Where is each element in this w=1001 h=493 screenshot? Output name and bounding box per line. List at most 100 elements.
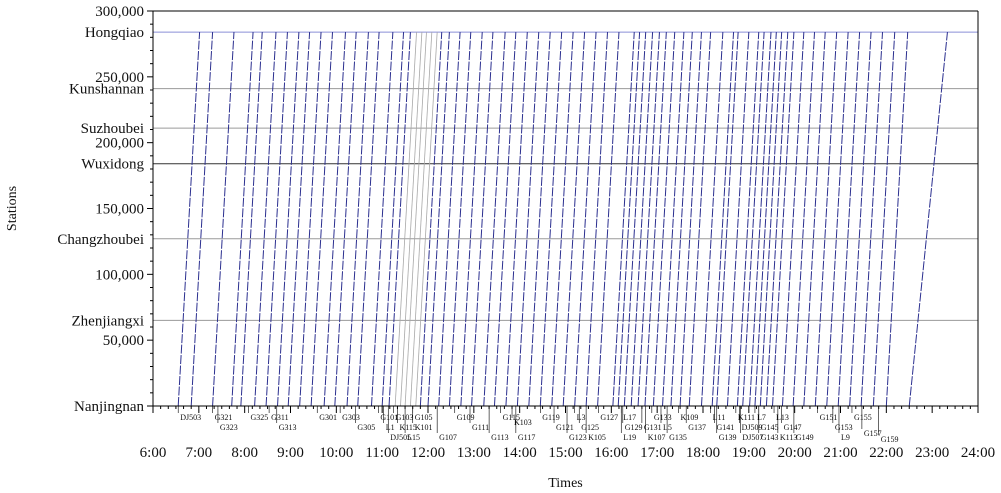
x-tick-label: 17:00 [640,445,674,461]
train-path [562,32,586,407]
train-path [551,32,574,407]
train-number-label: G115 [503,413,520,422]
x-tick-label: 6:00 [140,445,167,461]
train-path [438,32,461,407]
train-path [310,32,334,407]
train-path [597,32,620,407]
train-number-label: L15 [407,433,420,442]
train-path [334,32,357,407]
train-path [670,32,693,407]
y-tick-label: 200,000 [95,136,144,152]
train-number-label: G155 [854,413,872,422]
train-number-label: G133 [654,413,672,422]
y-tick-label: 150,000 [95,202,144,218]
train-number-label: K107 [648,433,666,442]
y-tick-label: 100,000 [95,267,144,283]
train-path [623,32,647,407]
x-axis: 6:00 7:00 8:00 9:00 10:00 11:00 12:00 13:00 14:0… [140,406,995,461]
x-tick-label: 15:00 [548,445,582,461]
x-tick-label: 9:00 [277,445,304,461]
train-path [585,32,609,407]
train-number-label: L19 [623,433,636,442]
train-number-label: L1 [386,423,395,432]
train-number-label: G159 [881,435,899,444]
train-number-label: K115 [399,423,416,432]
x-tick-label: 22:00 [869,445,903,461]
train-path [400,32,423,407]
train-number-label: G119 [542,413,559,422]
train-path [346,32,369,407]
y-axis: 300,000 250,000 200,000 150,000 100,000 50,00… [95,4,153,407]
train-number-label: K103 [514,418,532,427]
train-number-label: G135 [669,433,687,442]
train-path [448,32,472,407]
train-number-label: DJ503 [180,413,201,422]
train-path [539,32,563,407]
x-tick-label: 11:00 [365,445,399,461]
station-label: Changzhoubei [57,232,144,248]
x-tick-label: 24:00 [961,445,995,461]
train-number-label: G305 [357,423,375,432]
train-path [212,32,235,407]
station-label: Nanjingnan [74,399,144,415]
train-number-label: G117 [518,433,535,442]
train-number-label: G151 [820,413,838,422]
train-path [759,32,783,407]
train-number-label: G127 [600,413,618,422]
plot-frame [152,10,979,407]
train-path [814,32,838,407]
train-path [404,32,427,407]
train-path [754,32,777,407]
train-path [662,32,685,407]
station-label: Zhenjiangxi [72,313,144,329]
train-path [700,32,724,407]
x-tick-label: 12:00 [411,445,445,461]
train-number-label: DJ507 [742,433,763,442]
train-number-label: L11 [713,413,726,422]
train-path [299,32,322,407]
train-path [711,32,735,407]
x-tick-label: 13:00 [457,445,491,461]
train-path [370,32,394,407]
train-number-label: G131 [644,423,662,432]
train-path [265,32,288,407]
train-path [240,32,263,407]
x-axis-title: Times [548,476,583,491]
train-number-label: L3 [577,413,586,422]
train-path [574,32,597,407]
train-path [837,32,861,407]
station-label: Suzhoubei [81,121,144,137]
train-path [277,32,300,407]
train-number-label: G149 [796,433,814,442]
train-number-label: K109 [681,413,699,422]
train-path [394,32,417,407]
train-path [765,32,789,407]
x-tick-label: 21:00 [823,445,857,461]
train-path [505,32,528,407]
train-path [772,32,795,407]
train-path [190,32,214,407]
train-number-label: G123 [569,433,587,442]
train-path [736,32,760,407]
train-path [471,32,494,407]
train-number-label: G153 [835,423,853,432]
train-number-label: G145 [761,423,779,432]
train-path [410,32,433,407]
train-path [849,32,872,407]
train-path [427,32,450,407]
train-path [726,32,750,407]
train-number-label: DJ509 [742,423,763,432]
x-tick-label: 18:00 [686,445,720,461]
train-path [885,32,909,407]
train-number-label: G147 [784,423,802,432]
train-number-label: L5 [663,423,672,432]
x-tick-label: 19:00 [732,445,766,461]
train-number-label: G105 [415,413,433,422]
train-number-label: L7 [757,413,766,422]
train-number-label: DJ505 [390,433,411,442]
train-path [872,32,896,407]
train-path [908,32,948,407]
train-number-label: G111 [472,423,489,432]
